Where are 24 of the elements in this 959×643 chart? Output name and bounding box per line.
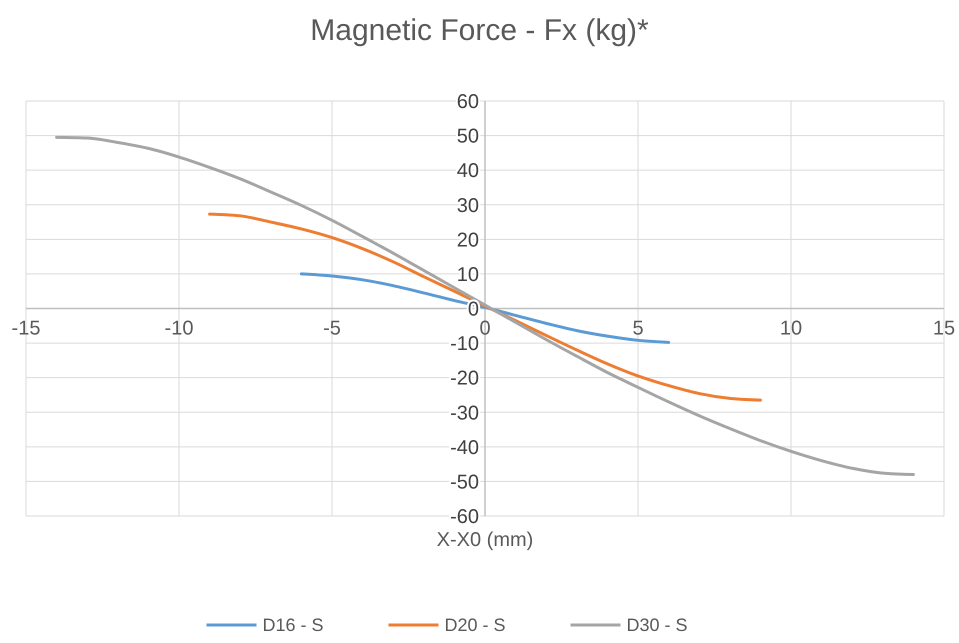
x-tick-label: 10 [780, 318, 802, 340]
x-tick-label: 15 [932, 318, 956, 340]
legend-label: D20 - S [444, 615, 506, 635]
y-tick-label: -50 [450, 471, 479, 494]
y-tick-label: -20 [450, 368, 479, 390]
x-axis-title: X-X0 (mm) [436, 529, 534, 551]
legend-label: D16 - S [262, 615, 324, 635]
x-tick-label: -5 [323, 318, 341, 340]
x-tick-label: 5 [632, 318, 644, 340]
y-tick-label: -10 [450, 333, 479, 356]
y-tick-label: 60 [456, 91, 479, 113]
y-tick-label: 10 [456, 264, 479, 286]
x-tick-label: -10 [164, 318, 194, 340]
x-tick-label: -15 [12, 318, 40, 340]
y-tick-label: 40 [456, 160, 479, 182]
y-tick-label: 20 [456, 229, 479, 252]
chart-title: Magnetic Force - Fx (kg)* [310, 14, 650, 47]
y-tick-label: -30 [450, 402, 479, 424]
legend-label: D30 - S [626, 615, 688, 635]
y-tick-label: 30 [456, 194, 479, 217]
line-series [208, 212, 762, 402]
y-tick-label: 50 [456, 126, 479, 148]
y-tick-label: -40 [450, 436, 479, 459]
y-tick-label: -60 [450, 506, 479, 528]
